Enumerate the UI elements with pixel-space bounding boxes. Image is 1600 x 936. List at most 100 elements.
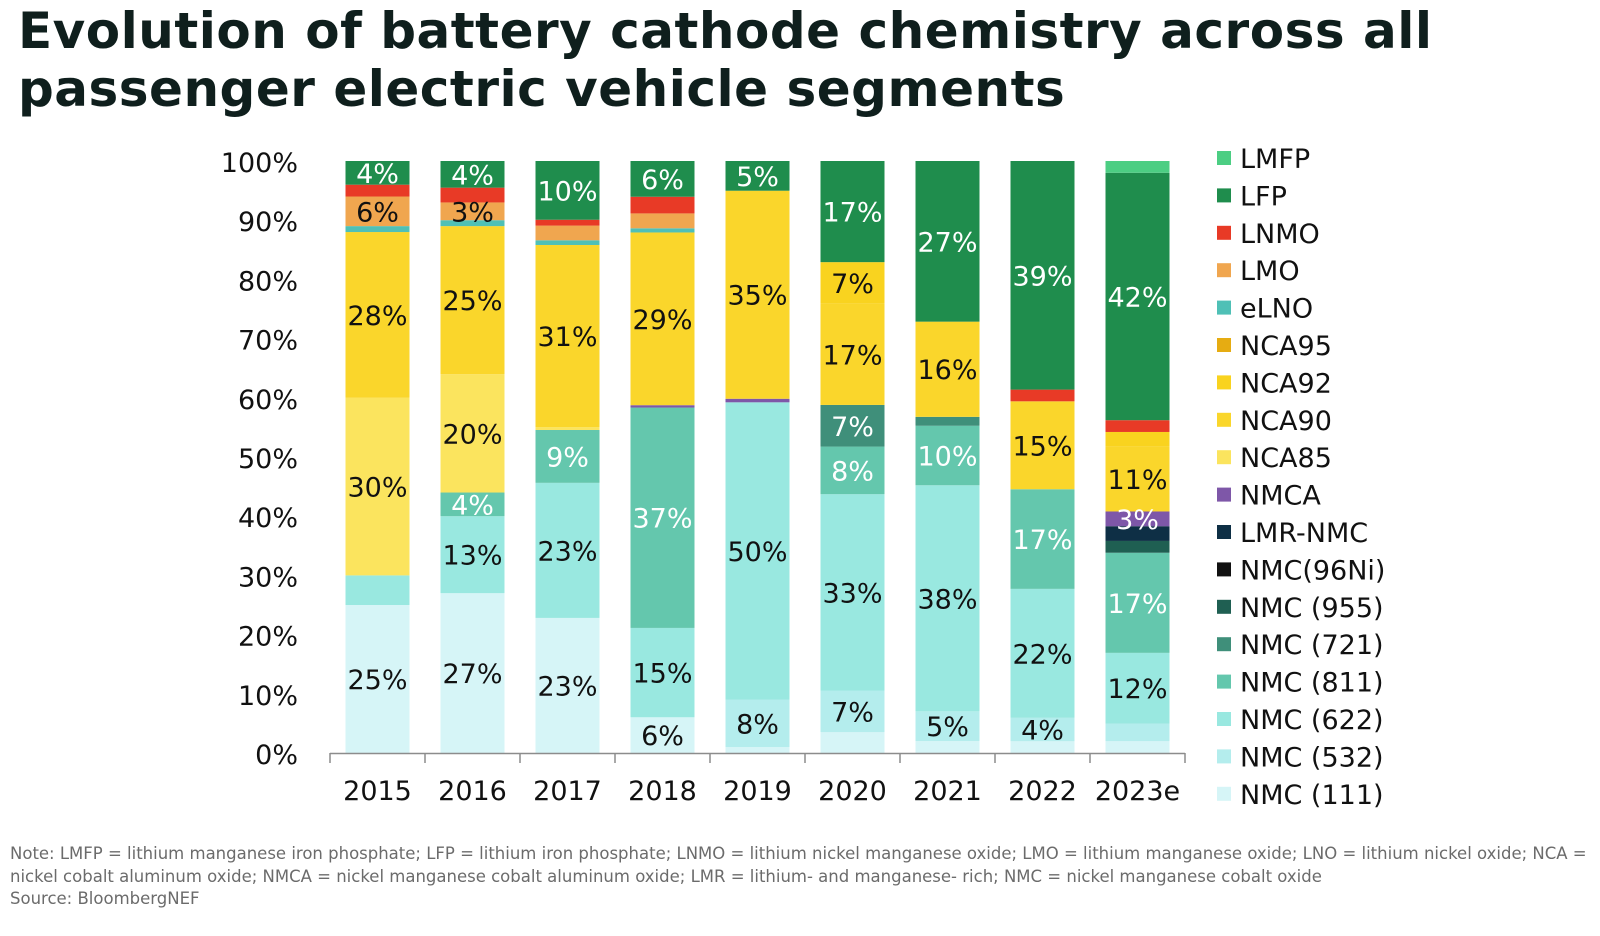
bar-segment-nmc-532 — [915, 711, 980, 742]
data-label: 15% — [632, 659, 692, 690]
bar-segment-nca92 — [1105, 431, 1170, 447]
data-label: 28% — [347, 301, 407, 332]
data-label: 12% — [1107, 674, 1167, 705]
bar-segment-lnmo — [345, 184, 410, 197]
bar-segment-nmca — [725, 398, 790, 403]
legend-label-lfp: LFP — [1240, 181, 1287, 212]
y-tick-label: 30% — [238, 562, 298, 593]
data-label: 7% — [831, 269, 874, 300]
bar-segment-lfp — [535, 161, 600, 220]
legend-swatch-nmc-811 — [1217, 674, 1231, 689]
data-label: 23% — [537, 671, 597, 702]
y-tick-label: 10% — [238, 681, 298, 712]
y-axis: 0% 10% 20% 30% 40% 50% 60% 70% 80% 90% 100% — [221, 148, 298, 771]
bar-segment-lfp — [725, 161, 790, 191]
bar-segment-nmc-111 — [535, 617, 600, 753]
bar-segment-nmc-721 — [915, 416, 980, 426]
data-label: 5% — [736, 162, 779, 193]
data-label: 4% — [451, 160, 494, 191]
data-label: 13% — [442, 541, 502, 572]
bar-segment-nca90 — [345, 232, 410, 398]
data-label: 31% — [537, 322, 597, 353]
data-label: 3% — [451, 197, 494, 228]
bar-segment-nmc-811 — [1010, 489, 1075, 589]
bar-segment-nca90 — [440, 226, 505, 375]
bar-segment-elno — [630, 228, 695, 233]
legend-swatch-nca95 — [1217, 338, 1231, 352]
data-label: 15% — [1012, 431, 1072, 462]
legend-label-nca85: NCA85 — [1240, 443, 1332, 474]
bar-labels: 25% 30% 28% 6% 4% 27% 13% 4% 20% 25% 3% 4% 23% 23% 9% 3… — [347, 159, 1167, 752]
bar-segment-lnmo — [1010, 389, 1075, 402]
bar-segment-nmc-532 — [725, 699, 790, 748]
data-label: 5% — [926, 712, 969, 743]
data-label: 37% — [632, 504, 692, 535]
legend-label-lmr-nmc: LMR-NMC — [1240, 518, 1368, 549]
data-label: 30% — [347, 473, 407, 504]
bar-segment-nmc-811 — [915, 425, 980, 486]
legend-label-lmo: LMO — [1240, 256, 1300, 287]
y-tick-label: 0% — [255, 740, 298, 771]
bar-segment-lnmo — [630, 196, 695, 214]
legend-label-nmc-111: NMC (111) — [1240, 780, 1384, 811]
y-tick-label: 80% — [238, 266, 298, 297]
data-label: 10% — [537, 176, 597, 207]
legend-label-nmc-721: NMC (721) — [1240, 630, 1384, 661]
bar-segment-nca90 — [535, 244, 600, 428]
bar-segment-nmc-111 — [915, 741, 980, 753]
bar-segment-nca90 — [630, 232, 695, 406]
legend-swatch-lfp — [1217, 188, 1231, 203]
data-label: 16% — [917, 355, 977, 386]
data-label: 35% — [727, 281, 787, 312]
bar-segment-elno — [535, 240, 600, 245]
x-tick-label: 2016 — [438, 776, 507, 807]
legend-label-nmc-532: NMC (532) — [1240, 742, 1384, 773]
data-label: 10% — [917, 442, 977, 473]
y-tick-label: 60% — [238, 385, 298, 416]
legend-swatch-nca92 — [1217, 375, 1231, 390]
data-label: 8% — [831, 456, 874, 487]
bar-segment-lmfp — [1105, 161, 1170, 173]
bar-segment-elno — [345, 226, 410, 233]
legend-swatch-nca90 — [1217, 412, 1231, 427]
bar-segment-nmc-111 — [1105, 741, 1170, 753]
data-label: 8% — [736, 709, 779, 740]
data-label: 23% — [537, 536, 597, 567]
bar-segment-nmc-622 — [535, 482, 600, 618]
bar-segment-nmc-111 — [1010, 741, 1075, 753]
legend-label-nmc-811: NMC (811) — [1240, 668, 1384, 699]
legend-label-nca95: NCA95 — [1240, 331, 1332, 362]
data-label: 6% — [641, 721, 684, 752]
legend-swatch-lmfp — [1217, 151, 1231, 165]
bar-segment-lmr-nmc — [1105, 526, 1170, 541]
bar-segment-nmc-622 — [630, 627, 695, 718]
bar-segment-nmc-111 — [820, 732, 885, 753]
y-tick-label: 20% — [238, 622, 298, 653]
data-label: 17% — [822, 340, 882, 371]
legend-label-nca90: NCA90 — [1240, 406, 1332, 437]
x-tick-label: 2023e — [1095, 776, 1180, 807]
bar-segment-nmc-532 — [1010, 717, 1075, 742]
bar-segment-nca90 — [725, 190, 790, 399]
data-label: 25% — [347, 665, 407, 696]
data-label: 4% — [451, 490, 494, 521]
data-label: 4% — [1021, 716, 1064, 747]
bar-segment-nmc-111 — [440, 593, 505, 753]
legend-label-nmc-955: NMC (955) — [1240, 593, 1384, 624]
legend-label-nmc-96ni: NMC(96Ni) — [1240, 555, 1385, 586]
legend-swatch-nmc-532 — [1217, 749, 1231, 764]
chart-title: Evolution of battery cathode chemistry a… — [18, 2, 1433, 118]
bar-segment-nmc-111 — [345, 605, 410, 753]
bar-segment-nmc-622 — [1105, 652, 1170, 724]
bar-segment-nmc-811 — [630, 407, 695, 628]
x-axis: 2015 2016 2017 2018 2019 2020 2021 2022 2023e — [329, 752, 1186, 807]
legend-swatch-nmca — [1217, 487, 1231, 502]
bar-segment-nca85 — [440, 374, 505, 493]
bar-segment-nmc-811 — [820, 446, 885, 495]
legend-swatch-nmc-111 — [1217, 786, 1231, 801]
legend-swatch-lnmo — [1217, 225, 1231, 240]
data-label: 20% — [442, 419, 502, 450]
bar-segment-nmca — [1105, 511, 1170, 527]
bar-segment-nmc-622 — [1010, 588, 1075, 718]
data-label: 33% — [822, 578, 882, 609]
